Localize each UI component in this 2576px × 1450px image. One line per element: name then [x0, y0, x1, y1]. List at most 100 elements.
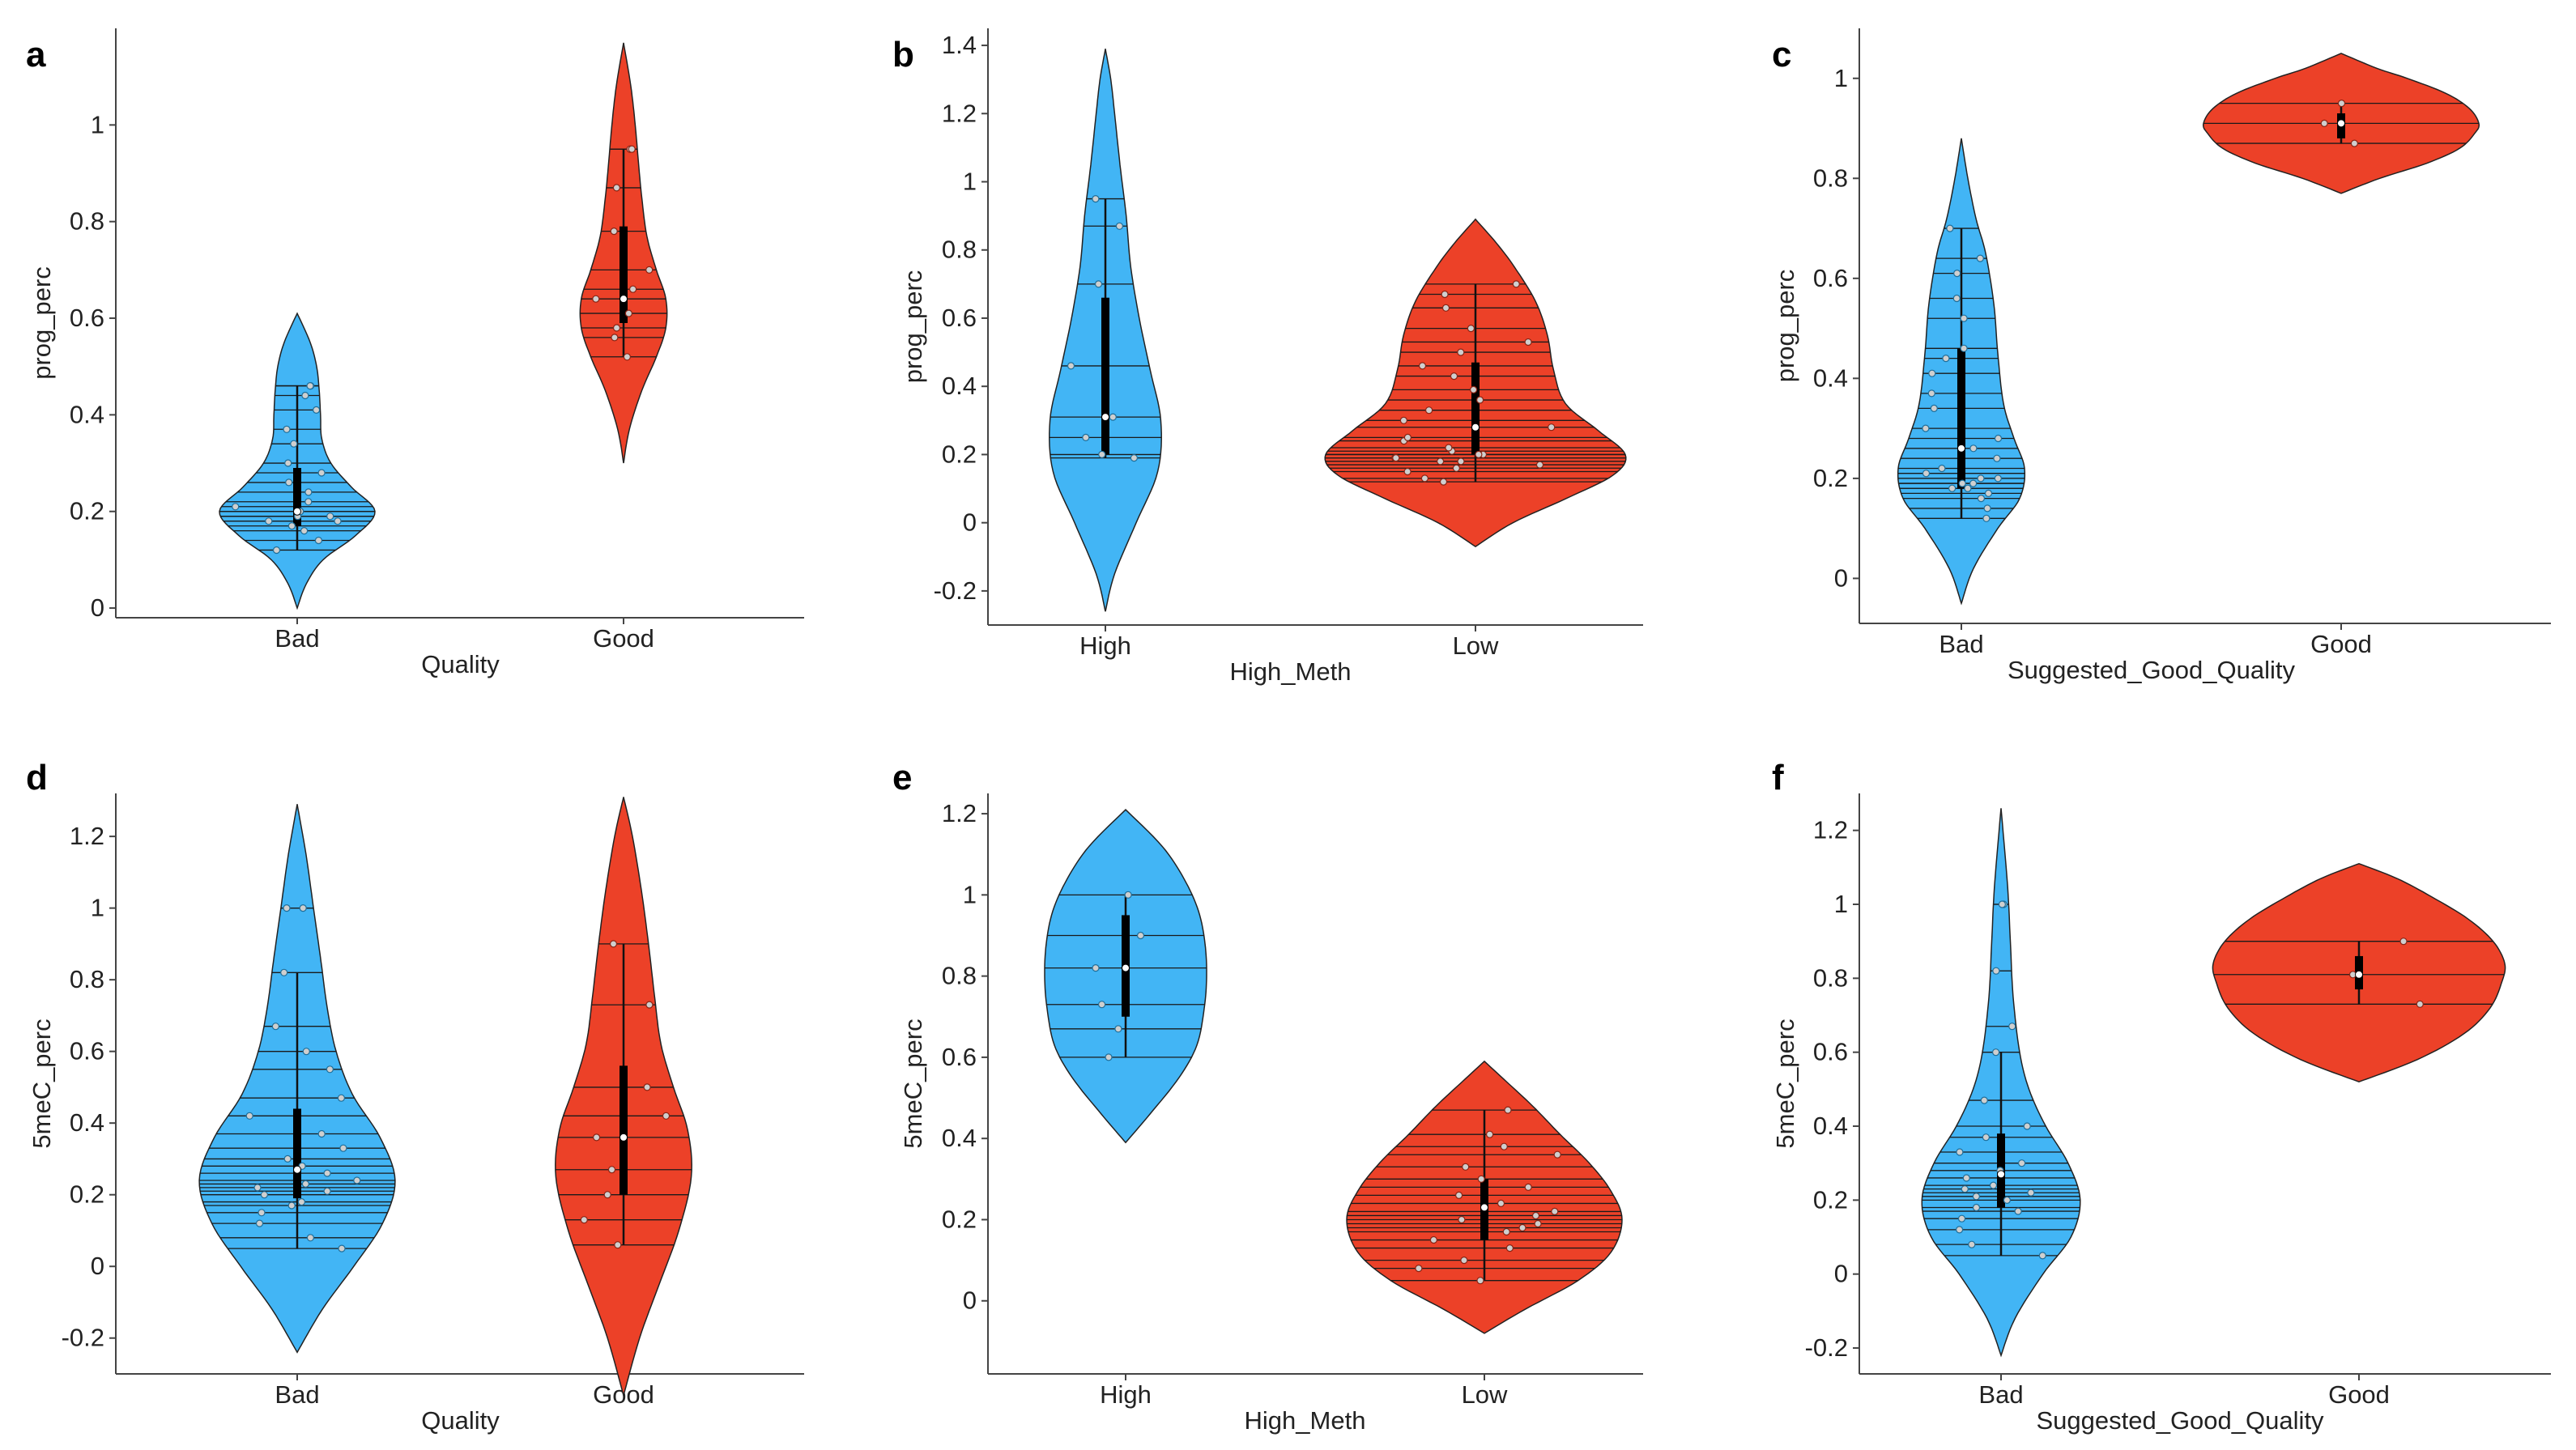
data-point: [301, 1180, 309, 1188]
data-point: [1458, 1215, 1466, 1224]
data-point: [1922, 424, 1930, 432]
data-point: [1948, 484, 1956, 492]
data-point: [2416, 1000, 2424, 1008]
data-point: [299, 904, 307, 912]
data-point: [1092, 195, 1100, 203]
iqr-box: [293, 1108, 301, 1199]
data-point: [1439, 478, 1448, 486]
data-point: [1982, 1133, 1990, 1142]
data-point: [1551, 1207, 1559, 1216]
data-point: [314, 536, 322, 545]
y-tick-label: 0.2: [1813, 464, 1848, 492]
y-tick-label: 0: [963, 1286, 977, 1315]
x-tick-label: Low: [1462, 1380, 1508, 1409]
y-axis-label: 5meC_perc: [899, 1018, 927, 1148]
x-axis-label: High_Meth: [1230, 657, 1352, 686]
median-marker: [1480, 1203, 1488, 1212]
data-point: [624, 309, 633, 317]
data-point: [643, 1083, 651, 1091]
data-point: [1994, 434, 2003, 443]
data-point: [1964, 484, 1972, 492]
iqr-box: [1471, 362, 1480, 455]
data-point: [1942, 355, 1950, 363]
data-point: [1977, 494, 1985, 503]
y-tick-label: 0.2: [1813, 1185, 1848, 1214]
data-point: [1972, 1193, 1980, 1201]
iqr-box: [293, 468, 301, 526]
data-point: [1976, 254, 1984, 262]
data-point: [1969, 444, 1978, 453]
data-point: [1998, 900, 2006, 908]
data-point: [1469, 385, 1478, 393]
data-point: [2399, 938, 2408, 946]
data-point: [287, 1201, 296, 1210]
data-point: [1462, 1163, 1470, 1171]
data-point: [1961, 1185, 1969, 1193]
x-tick-label: Low: [1453, 631, 1499, 660]
data-point: [592, 1133, 601, 1142]
iqr-box: [1101, 297, 1109, 455]
data-point: [1553, 1150, 1561, 1159]
violin-low: [1324, 218, 1627, 547]
data-point: [645, 1001, 654, 1009]
data-point: [592, 295, 600, 303]
median-marker: [1957, 444, 1965, 453]
data-point: [2350, 139, 2358, 147]
data-point: [338, 1244, 346, 1252]
y-tick-label: 0.2: [70, 497, 104, 525]
data-point: [1441, 290, 1449, 299]
data-point: [1114, 1025, 1122, 1033]
y-tick-label: 0.8: [70, 965, 104, 993]
y-tick-label: 1: [963, 168, 977, 196]
data-point: [1957, 1214, 1966, 1223]
data-point: [323, 1169, 331, 1177]
data-point: [1105, 1053, 1113, 1061]
data-point: [1452, 464, 1461, 472]
data-point: [645, 266, 654, 274]
data-point: [628, 285, 637, 293]
y-tick-label: 0: [91, 593, 104, 622]
y-tick-label: 1: [91, 110, 104, 138]
data-point: [1977, 474, 1985, 483]
x-tick-label: Good: [593, 624, 654, 653]
data-point: [1450, 372, 1458, 381]
y-tick-label: 0.2: [942, 440, 977, 468]
y-tick-label: 0: [1834, 563, 1848, 592]
y-tick-label: 1.2: [70, 822, 104, 850]
data-point: [662, 1112, 671, 1120]
data-point: [1485, 1130, 1494, 1138]
data-point: [1980, 1096, 1988, 1104]
data-point: [1962, 1174, 1970, 1182]
data-point: [1927, 389, 1935, 398]
data-point: [1524, 1183, 1532, 1192]
y-tick-label: 1: [1834, 64, 1848, 92]
x-tick-label: Good: [2310, 630, 2372, 658]
y-tick-label: 0.8: [942, 962, 977, 990]
data-point: [603, 1191, 611, 1199]
iqr-box: [1957, 348, 1965, 489]
y-tick-label: 0.6: [942, 1043, 977, 1071]
x-tick-label: High: [1079, 631, 1131, 660]
data-point: [1946, 224, 1954, 232]
violin-bad: [219, 312, 376, 610]
data-point: [1992, 1048, 2000, 1057]
data-point: [1535, 461, 1544, 469]
data-point: [607, 1166, 616, 1174]
data-point: [1504, 1106, 1512, 1114]
data-point: [1399, 416, 1408, 424]
data-point: [1067, 362, 1075, 370]
y-tick-label: 0.6: [70, 304, 104, 332]
median-marker: [2337, 119, 2345, 128]
y-axis-label: 5meC_perc: [1771, 1018, 1799, 1148]
y-tick-label: 0.8: [1813, 164, 1848, 192]
data-point: [609, 940, 618, 948]
data-point: [1524, 338, 1532, 347]
x-tick-label: Bad: [275, 624, 319, 653]
data-point: [260, 1191, 268, 1199]
data-point: [1097, 1001, 1106, 1009]
x-tick-label: Good: [2328, 1380, 2390, 1409]
panel-letter: b: [892, 35, 914, 74]
data-point: [284, 459, 292, 467]
data-point: [1968, 1240, 1976, 1248]
y-tick-label: 0.4: [942, 1124, 977, 1152]
